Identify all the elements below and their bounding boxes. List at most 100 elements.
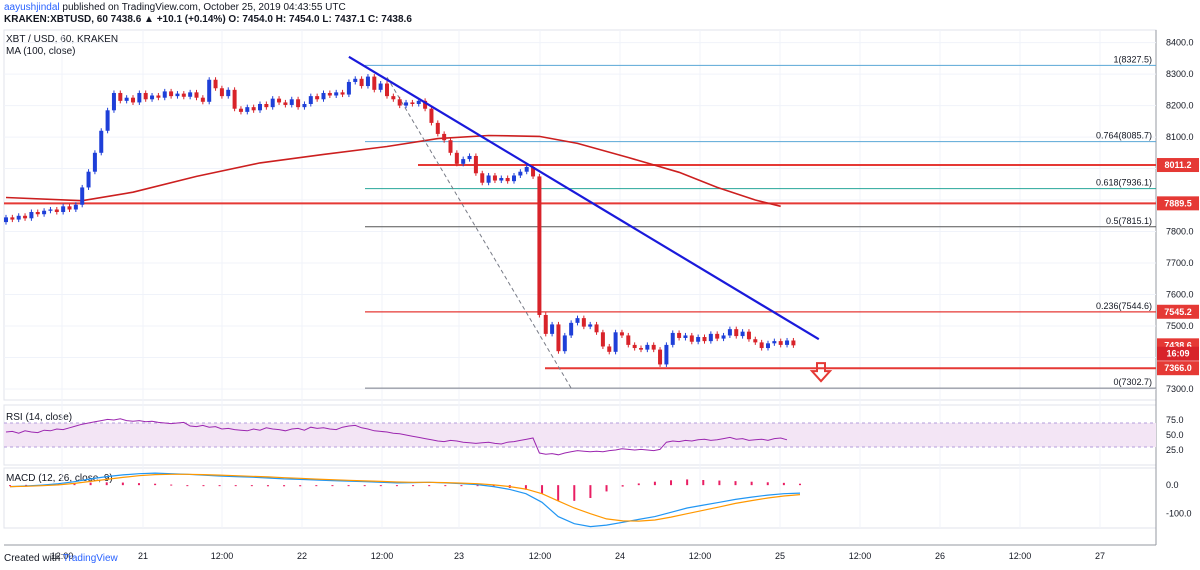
candle <box>473 155 478 174</box>
price-label-box <box>1157 346 1199 361</box>
candle <box>492 175 497 181</box>
bearish-trend-line <box>348 55 820 341</box>
candle <box>658 349 663 365</box>
macd-histogram-bar <box>718 480 721 486</box>
macd-histogram-bar <box>315 485 318 487</box>
macd-histogram-bar <box>702 480 705 486</box>
macd-histogram-bar <box>444 485 447 487</box>
candle <box>175 93 180 97</box>
rsi-tick-label: 50.0 <box>1166 430 1184 440</box>
candle <box>391 96 396 100</box>
candle <box>708 333 713 342</box>
candle <box>150 95 155 100</box>
candle <box>207 79 212 102</box>
candle <box>251 107 256 111</box>
macd-histogram-bar <box>428 485 431 487</box>
created-with-text: Created with <box>4 553 61 564</box>
candle <box>785 340 790 345</box>
price-label: 16:09 <box>1166 349 1189 359</box>
macd-histogram-bar <box>73 483 76 486</box>
price-tick-label: 8400.0 <box>1166 38 1194 48</box>
macd-histogram-bar <box>395 485 398 487</box>
price-label: 7545.2 <box>1164 307 1192 317</box>
macd-histogram-bar <box>686 479 689 486</box>
candle <box>569 322 574 336</box>
candle <box>372 76 377 90</box>
macd-histogram-bar <box>9 485 11 487</box>
candle <box>143 92 148 100</box>
candle <box>200 97 205 102</box>
candle <box>283 102 288 105</box>
fib-label: 0.5(7815.1) <box>1106 216 1152 226</box>
candle <box>562 335 567 352</box>
fib-anchor-dashed-line <box>386 76 572 389</box>
tradingview-logo[interactable]: TradingView <box>62 553 118 564</box>
candle <box>423 100 428 109</box>
macd-histogram-bar <box>621 485 624 487</box>
candle <box>670 332 675 345</box>
candle <box>702 337 707 342</box>
candle <box>29 212 34 219</box>
fib-label: 0(7302.7) <box>1113 377 1152 387</box>
candle <box>118 92 123 101</box>
candle <box>607 346 612 352</box>
candle <box>289 99 294 105</box>
candle <box>486 175 491 183</box>
candle <box>689 335 694 342</box>
macd-histogram-bar <box>121 482 124 486</box>
time-tick-label: 12:00 <box>1009 551 1032 561</box>
candle <box>16 215 21 220</box>
published-text: published on TradingView.com, October 25… <box>59 2 346 13</box>
time-tick-label: 23 <box>454 551 464 561</box>
time-tick-label: 12:00 <box>51 551 74 561</box>
candle <box>327 92 332 96</box>
candle <box>753 339 758 343</box>
candle <box>632 344 637 349</box>
price-tick-label: 7800.0 <box>1166 227 1194 237</box>
macd-histogram-bar <box>734 481 737 486</box>
rsi-legend[interactable]: RSI (14, close) <box>6 412 73 423</box>
candle <box>270 98 275 108</box>
macd-legend[interactable]: MACD (12, 26, close, 9) <box>6 473 113 484</box>
candle <box>772 341 777 344</box>
main-pane <box>3 29 1157 401</box>
time-tick-label: 26 <box>935 551 945 561</box>
candle <box>734 329 739 337</box>
candle <box>727 329 732 336</box>
price-tick-label: 7700.0 <box>1166 258 1194 268</box>
candle <box>346 81 351 95</box>
macd-histogram-bar <box>363 485 366 487</box>
candle <box>721 335 726 339</box>
candle <box>42 210 47 215</box>
macd-histogram-bar <box>299 485 302 487</box>
macd-histogram-bar <box>637 483 640 486</box>
candle <box>550 324 555 334</box>
candle <box>397 99 402 106</box>
candle <box>499 178 504 181</box>
candle <box>378 83 383 90</box>
candle <box>581 318 586 327</box>
candle <box>505 178 510 182</box>
macd-histogram-bar <box>750 481 753 486</box>
ma-legend[interactable]: MA (100, close) <box>6 46 76 57</box>
price-tick-label: 7500.0 <box>1166 321 1194 331</box>
time-tick-label: 27 <box>1095 551 1105 561</box>
published-line: aayushjindal published on TradingView.co… <box>4 2 346 13</box>
candle <box>226 89 231 97</box>
candle <box>258 104 262 111</box>
candle <box>359 78 364 87</box>
candle <box>683 335 688 338</box>
macd-histogram-bar <box>347 485 350 487</box>
candle <box>340 92 345 95</box>
macd-histogram-bar <box>541 485 544 494</box>
candle <box>600 332 605 347</box>
candle <box>467 155 472 160</box>
time-tick-label: 22 <box>297 551 307 561</box>
candle <box>404 102 409 106</box>
rsi-tick-label: 25.0 <box>1166 445 1184 455</box>
candle <box>308 96 313 104</box>
publisher-link[interactable]: aayushjindal <box>4 2 60 13</box>
macd-histogram-bar <box>653 481 656 486</box>
price-tick-label: 8300.0 <box>1166 69 1194 79</box>
